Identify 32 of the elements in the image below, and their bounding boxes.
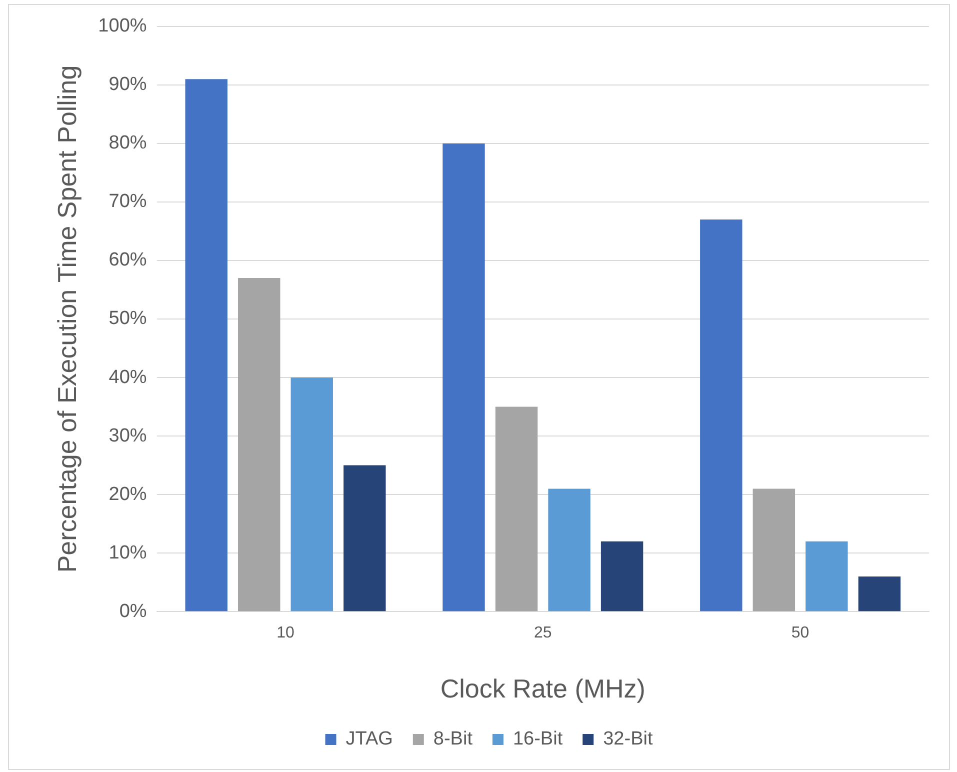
bar <box>290 378 333 612</box>
bar <box>442 143 485 612</box>
legend-label: 16-Bit <box>512 728 564 750</box>
bar <box>700 220 742 612</box>
x-axis-title: Clock Rate (MHz) <box>440 674 646 704</box>
y-tick-label: 30% <box>108 425 147 446</box>
y-tick-label: 10% <box>108 542 147 564</box>
x-tick-label: 10 <box>276 624 294 642</box>
y-tick-label: 40% <box>108 366 147 388</box>
y-tick-label: 50% <box>108 308 147 330</box>
bar <box>752 488 796 612</box>
x-tick-label: 50 <box>791 624 810 642</box>
bar <box>600 541 644 612</box>
bar <box>858 576 901 612</box>
legend-label: 32-Bit <box>603 728 654 750</box>
y-tick-label: 20% <box>108 484 147 505</box>
x-tick-label: 25 <box>534 624 552 642</box>
legend-label: 8-Bit <box>433 728 474 750</box>
y-tick-label: 90% <box>108 74 147 96</box>
bar <box>548 488 590 612</box>
bar <box>238 278 280 612</box>
y-tick-label: 60% <box>108 250 147 271</box>
y-tick-label: 70% <box>108 191 147 212</box>
y-axis-title: Percentage of Execution Time Spent Polling <box>52 65 82 573</box>
y-tick-label: 100% <box>98 16 147 37</box>
bar <box>185 79 228 612</box>
legend-label: JTAG <box>346 728 393 750</box>
bar <box>344 465 386 612</box>
y-tick-label: 0% <box>119 600 147 622</box>
bar <box>806 541 848 612</box>
y-tick-label: 80% <box>108 132 147 154</box>
bar <box>495 406 538 612</box>
